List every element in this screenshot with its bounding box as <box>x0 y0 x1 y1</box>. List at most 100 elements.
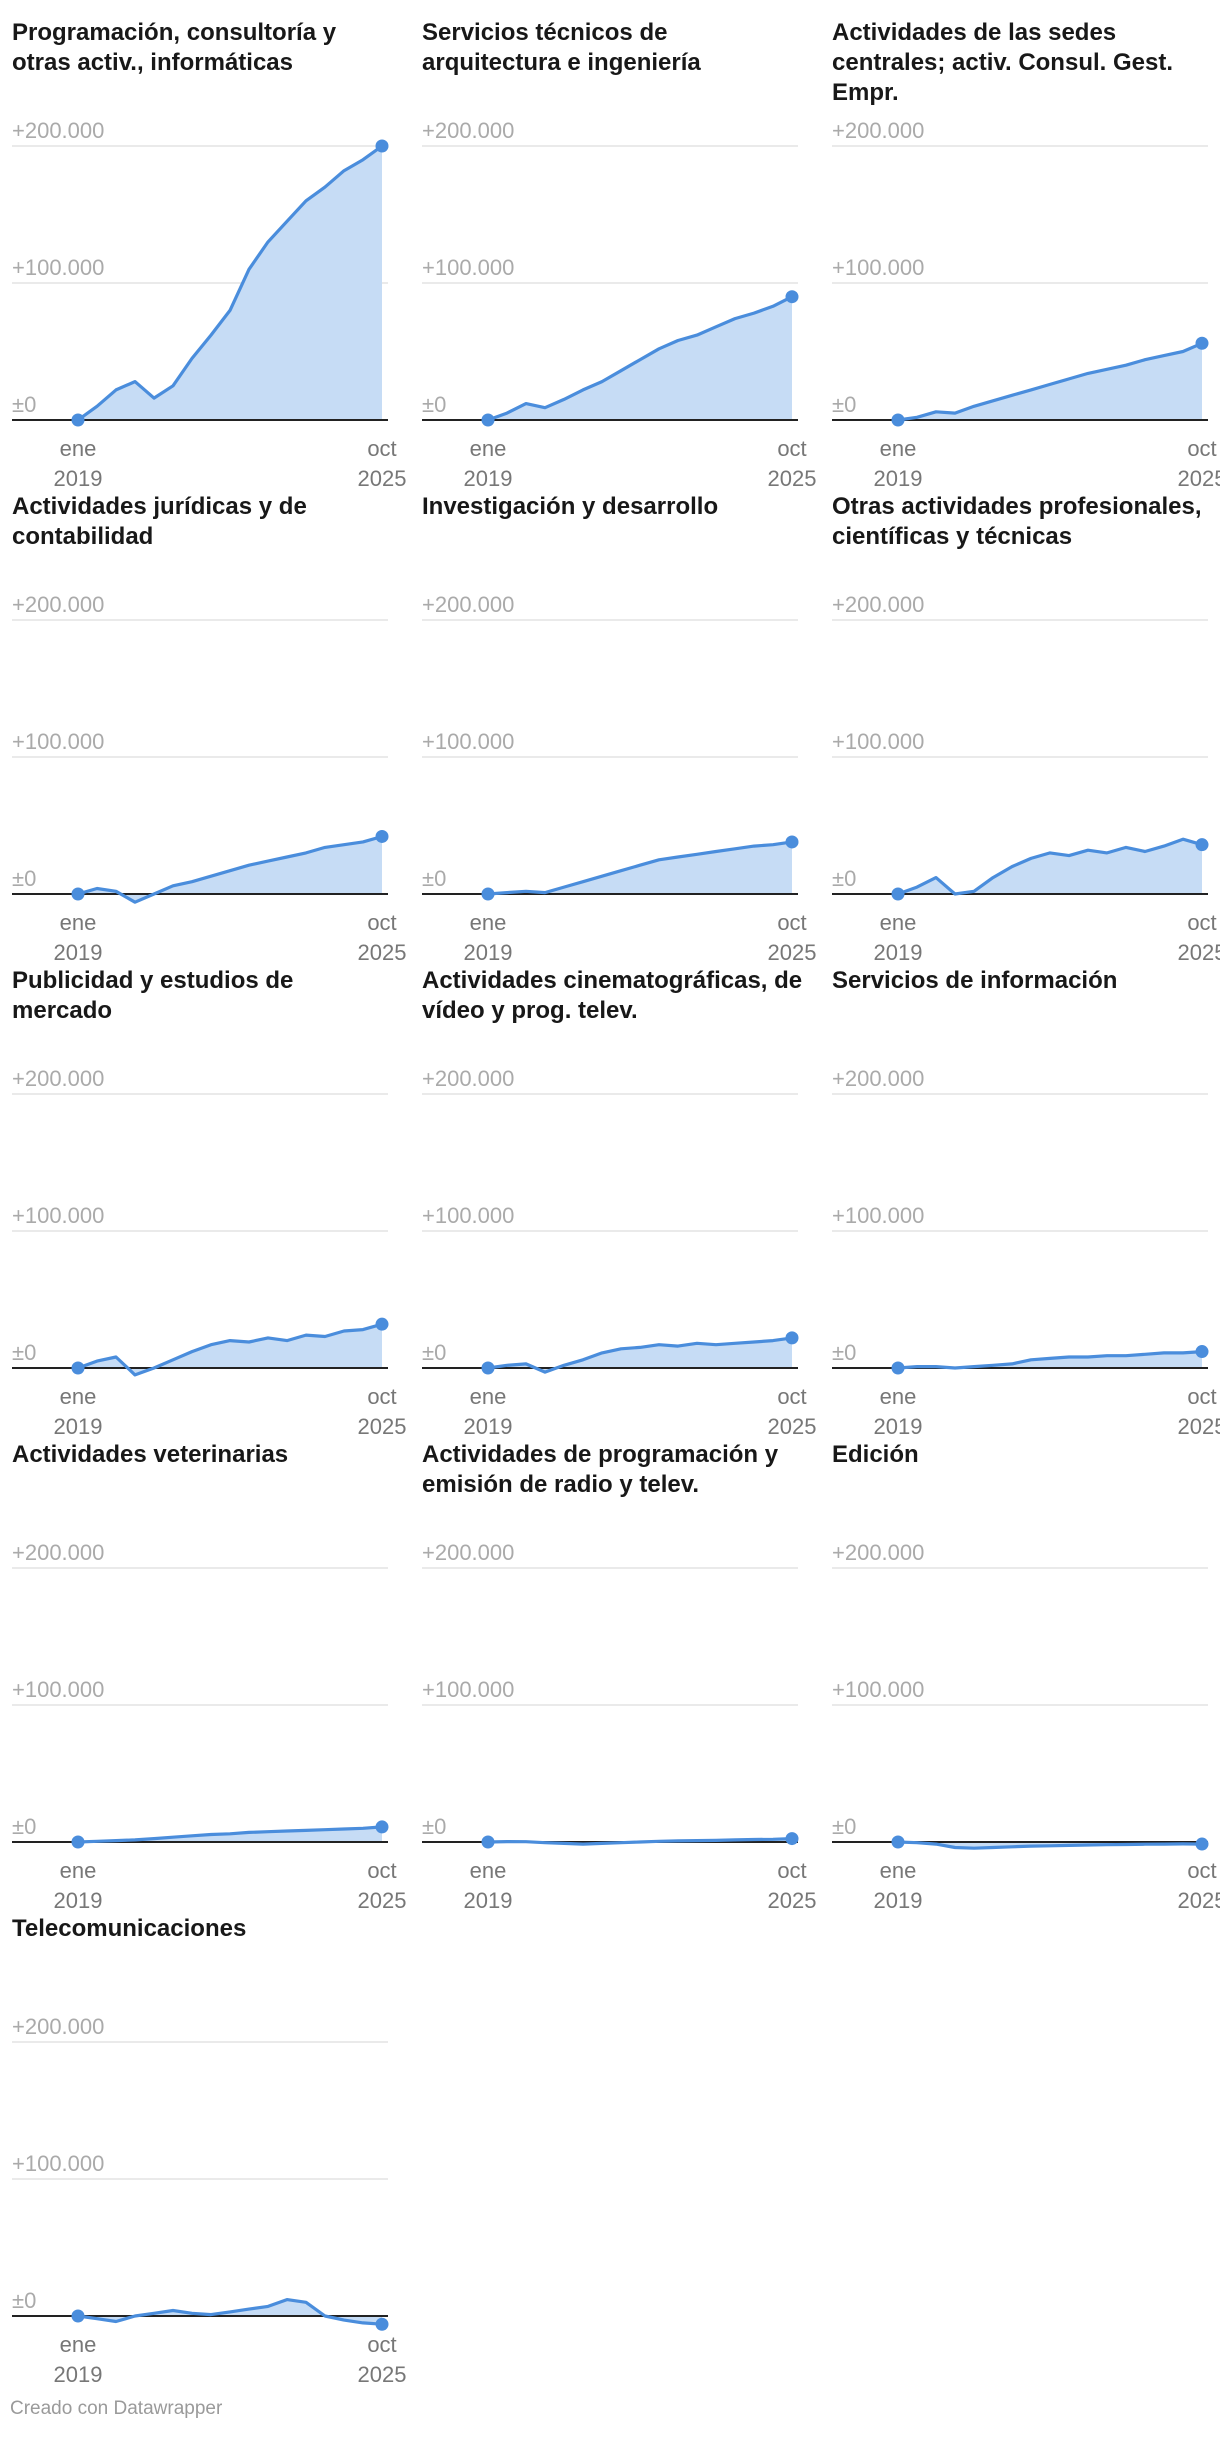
x-tick-label: 2025 <box>358 1414 407 1439</box>
chart-panel: +200.000 +100.000 ±0 ene 2019 oct 2025 Telecomu… <box>12 1906 406 2387</box>
y-tick-label: +100.000 <box>12 1677 104 1702</box>
start-point <box>481 1835 495 1849</box>
panel-title: Publicidad y estudios de mercado <box>12 967 294 1024</box>
panel-title: Programación, consultoría y otras activ.… <box>12 19 337 76</box>
x-tick-label: ene <box>470 910 507 935</box>
panel-chart-svg: +200.000 +100.000 ±0 ene 2019 oct 2025 <box>832 1540 1220 1913</box>
y-tick-label: +100.000 <box>12 255 104 280</box>
start-point <box>891 1835 905 1849</box>
x-tick-label: 2025 <box>768 1888 817 1913</box>
series-line <box>896 1350 1204 1370</box>
x-tick-label: 2019 <box>874 466 923 491</box>
x-tick-label: 2025 <box>1178 466 1220 491</box>
start-point <box>481 887 495 901</box>
panel-chart-svg: +200.000 +100.000 ±0 ene 2019 oct 2025 <box>422 1540 816 1913</box>
series-area <box>898 839 1202 894</box>
x-tick-label: ene <box>60 1858 97 1883</box>
y-tick-label: +100.000 <box>12 1203 104 1228</box>
end-point <box>375 1317 389 1331</box>
y-tick-label: +200.000 <box>422 592 514 617</box>
x-tick-label: 2019 <box>874 940 923 965</box>
panel-title: Edición <box>832 1441 919 1468</box>
y-tick-label: +100.000 <box>832 1677 924 1702</box>
x-tick-label: oct <box>1187 910 1216 935</box>
y-tick-label: ±0 <box>422 866 446 891</box>
panel-chart-svg: +200.000 +100.000 ±0 ene 2019 oct 2025 <box>422 592 816 965</box>
x-tick-label: 2025 <box>1178 1888 1220 1913</box>
x-tick-label: 2019 <box>874 1888 923 1913</box>
y-tick-label: +200.000 <box>12 592 104 617</box>
x-tick-label: ene <box>60 910 97 935</box>
x-tick-label: 2025 <box>358 2362 407 2387</box>
panel-chart-svg: +200.000 +100.000 ±0 ene 2019 oct 2025 <box>12 118 406 491</box>
series-area <box>488 1337 792 1373</box>
chart-panel: +200.000 +100.000 ±0 ene 2019 oct 2025 Edición <box>832 1432 1220 1913</box>
x-tick-label: 2019 <box>874 1414 923 1439</box>
y-tick-label: +200.000 <box>422 1540 514 1565</box>
y-tick-label: ±0 <box>12 2288 36 2313</box>
x-tick-label: oct <box>367 1858 396 1883</box>
panel-chart-svg: +200.000 +100.000 ±0 ene 2019 oct 2025 <box>12 1540 406 1913</box>
start-point <box>891 413 905 427</box>
x-tick-label: ene <box>880 1384 917 1409</box>
x-tick-label: 2025 <box>358 466 407 491</box>
panel-chart-svg: +200.000 +100.000 ±0 ene 2019 oct 2025 <box>12 592 406 965</box>
end-point <box>375 2317 389 2331</box>
series-line <box>486 295 794 422</box>
x-tick-label: 2025 <box>768 940 817 965</box>
x-tick-label: 2019 <box>54 1888 103 1913</box>
panel-title: Servicios técnicos de arquitectura e ing… <box>422 19 701 76</box>
x-tick-label: oct <box>777 1384 806 1409</box>
series-line <box>76 144 384 422</box>
y-tick-label: +200.000 <box>832 592 924 617</box>
y-tick-label: ±0 <box>12 866 36 891</box>
y-tick-label: +200.000 <box>832 118 924 143</box>
start-point <box>71 1835 85 1849</box>
panel-title: Actividades cinematográficas, de vídeo y… <box>422 967 803 1024</box>
chart-panel: +200.000 +100.000 ±0 ene 2019 oct 2025 Activida… <box>832 10 1220 491</box>
end-point <box>375 829 389 843</box>
panel-title: Actividades de las sedes centrales; acti… <box>832 19 1174 106</box>
panel-chart-svg: +200.000 +100.000 ±0 ene 2019 oct 2025 <box>832 592 1220 965</box>
x-tick-label: 2025 <box>1178 1414 1220 1439</box>
end-point <box>1195 838 1209 852</box>
x-tick-label: 2025 <box>1178 940 1220 965</box>
x-tick-label: oct <box>367 1384 396 1409</box>
panel-title: Servicios de información <box>832 967 1118 994</box>
end-point <box>375 1820 389 1834</box>
x-tick-label: 2019 <box>464 466 513 491</box>
end-point <box>785 835 799 849</box>
y-tick-label: ±0 <box>12 392 36 417</box>
y-tick-label: ±0 <box>422 1814 446 1839</box>
x-tick-label: oct <box>777 436 806 461</box>
x-tick-label: 2019 <box>464 1414 513 1439</box>
y-tick-label: +100.000 <box>12 2151 104 2176</box>
end-point <box>1195 1345 1209 1359</box>
series-line <box>76 2298 384 2326</box>
series-line <box>896 341 1204 422</box>
start-point <box>481 413 495 427</box>
end-point <box>375 139 389 153</box>
series-line <box>896 837 1204 896</box>
panel-chart-svg: +200.000 +100.000 ±0 ene 2019 oct 2025 <box>832 1066 1220 1439</box>
x-tick-label: oct <box>1187 436 1216 461</box>
panel-title: Actividades veterinarias <box>12 1441 289 1468</box>
end-point <box>785 1832 799 1846</box>
x-tick-label: oct <box>1187 1858 1216 1883</box>
x-tick-label: oct <box>367 910 396 935</box>
series-line <box>896 1840 1204 1850</box>
x-tick-label: ene <box>880 1858 917 1883</box>
chart-panel: +200.000 +100.000 ±0 ene 2019 oct 2025 Programa… <box>12 10 406 491</box>
panel-chart-svg: +200.000 +100.000 ±0 ene 2019 oct 2025 <box>832 118 1220 491</box>
panel-title: Telecomunicaciones <box>12 1915 247 1942</box>
series-line <box>486 1837 794 1846</box>
y-tick-label: +200.000 <box>12 1066 104 1091</box>
x-tick-label: ene <box>880 910 917 935</box>
end-point <box>785 1331 799 1345</box>
x-tick-label: ene <box>60 436 97 461</box>
y-tick-label: +100.000 <box>422 1203 514 1228</box>
panel-title: Actividades de programación y emisión de… <box>422 1441 779 1498</box>
y-tick-label: +200.000 <box>12 2014 104 2039</box>
y-tick-label: +100.000 <box>832 729 924 754</box>
panel-chart-svg: +200.000 +100.000 ±0 ene 2019 oct 2025 <box>422 1066 816 1439</box>
